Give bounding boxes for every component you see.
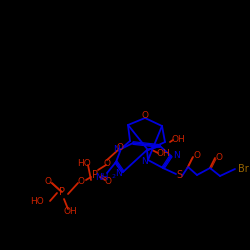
Text: NH: NH xyxy=(95,172,109,182)
Text: OH: OH xyxy=(63,206,77,216)
Text: HO: HO xyxy=(30,198,44,206)
Text: 2: 2 xyxy=(111,174,115,180)
Text: O: O xyxy=(104,158,110,168)
Text: N: N xyxy=(172,150,180,160)
Text: HO: HO xyxy=(77,160,91,168)
Text: O: O xyxy=(142,112,148,120)
Text: P: P xyxy=(59,187,65,197)
Text: OH: OH xyxy=(156,148,170,158)
Text: O: O xyxy=(216,152,222,162)
Text: O: O xyxy=(44,178,52,186)
Text: N: N xyxy=(140,156,147,166)
Text: N: N xyxy=(114,168,121,177)
Text: P: P xyxy=(92,170,98,180)
Text: S: S xyxy=(176,170,182,180)
Text: OH: OH xyxy=(171,136,185,144)
Text: Br: Br xyxy=(238,164,248,174)
Text: O: O xyxy=(194,152,200,160)
Text: O: O xyxy=(78,176,84,186)
Text: N: N xyxy=(112,144,119,154)
Text: O: O xyxy=(104,176,112,186)
Text: O: O xyxy=(116,144,123,152)
